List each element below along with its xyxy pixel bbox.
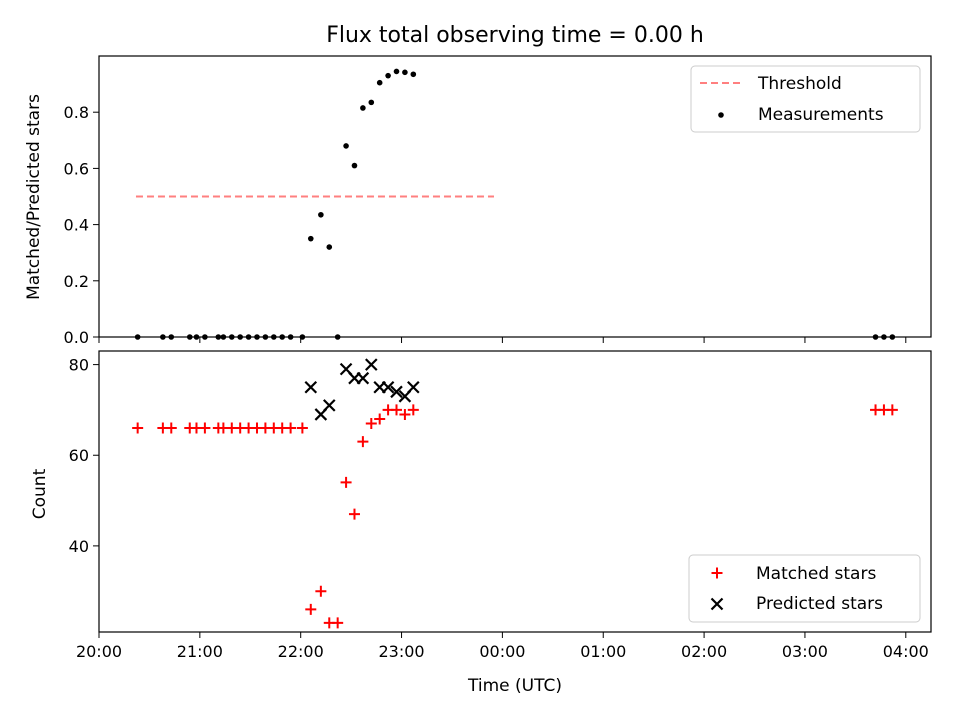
x-tick-label: 03:00: [782, 642, 828, 661]
measurement-point: [186, 334, 193, 340]
matched-star-point: [296, 422, 308, 434]
y-tick-label-top: 0.4: [64, 216, 89, 235]
axes-frame-bottom: [98, 350, 932, 633]
measurement-point: [160, 334, 166, 340]
measurement-point: [134, 334, 141, 340]
x-tick-label: 01:00: [580, 642, 626, 661]
measurement-point: [351, 162, 358, 169]
legend-threshold-label: Threshold: [757, 74, 842, 94]
legend-predicted-label: Predicted stars: [756, 594, 883, 614]
measurement-point: [287, 334, 294, 340]
measurement-point: [393, 68, 400, 75]
legend-box-top: [690, 65, 921, 133]
matched-star-point: [365, 418, 377, 430]
x-tick-label: 20:00: [76, 642, 122, 661]
x-tick-label: 23:00: [378, 642, 424, 661]
predicted-star-point: [365, 358, 378, 371]
predicted-star-point: [304, 380, 318, 394]
measurement-point: [376, 79, 383, 86]
measurement-point: [271, 334, 277, 340]
measurement-point: [881, 334, 887, 340]
measurement-point: [368, 99, 375, 106]
measurement-point: [215, 334, 222, 340]
measurement-point: [245, 334, 252, 340]
x-tick-label: 21:00: [177, 642, 223, 661]
y-tick-label-top: 0.8: [64, 103, 89, 122]
y-tick-label-top: 0.6: [64, 159, 89, 178]
matched-star-point: [407, 404, 419, 416]
matched-star-point: [348, 508, 360, 520]
matched-star-point: [285, 422, 297, 434]
legend-top: Threshold Measurements: [690, 65, 921, 133]
measurement-point: [889, 334, 896, 340]
legend-predicted-swatch: [710, 597, 724, 611]
x-axis-label: Time (UTC): [467, 676, 562, 696]
measurement-point: [334, 334, 341, 340]
bottom-axes: 20:00 21:00 22:00 23:00 00:00 01:00 02:00 03:00…: [69, 350, 932, 661]
measurement-point: [237, 334, 243, 340]
x-tick-label: 04:00: [883, 642, 929, 661]
predicted-star-point: [390, 385, 403, 399]
measurement-point: [262, 334, 269, 340]
measurement-point: [402, 69, 408, 76]
measurement-point: [202, 334, 208, 340]
y-axis-label-top: Matched/Predicted stars: [24, 94, 44, 300]
predicted-star-point: [356, 371, 370, 385]
measurement-point: [220, 334, 227, 340]
matched-star-point: [357, 436, 369, 448]
legend-bottom: Matched stars Predicted stars: [688, 554, 921, 623]
matched-star-point: [340, 476, 352, 488]
matched-star-point: [374, 413, 386, 425]
measurement-point: [299, 334, 306, 340]
y-axis-label-bottom: Count: [30, 468, 50, 519]
x-tick-label: 02:00: [681, 642, 727, 661]
measurement-point: [279, 334, 286, 340]
matched-star-point: [315, 585, 327, 597]
axes-frame-top: [98, 55, 932, 338]
matched-star-point: [199, 422, 211, 434]
y-tick-label-top: 0.2: [64, 272, 89, 291]
legend-matched-swatch: [711, 567, 723, 579]
matched-star-point: [391, 404, 403, 416]
measurement-point: [410, 71, 417, 78]
measurement-point: [343, 143, 349, 149]
y-tick-label-bottom: 80: [69, 356, 89, 375]
measurement-point: [168, 334, 175, 340]
chart-title: Flux total observing time = 0.00 h: [326, 23, 704, 48]
predicted-star-point: [407, 380, 420, 394]
measurement-point: [228, 334, 235, 340]
legend-measurements-label: Measurements: [758, 105, 884, 125]
matched-star-point: [332, 617, 344, 629]
predicted-star-point: [322, 399, 336, 412]
x-tick-label: 00:00: [479, 642, 525, 661]
legend-matched-label: Matched stars: [756, 564, 876, 584]
measurement-point: [193, 334, 200, 340]
matched-star-point: [886, 404, 898, 416]
measurement-point: [385, 72, 391, 79]
measurement-point: [254, 334, 260, 340]
matched-star-point: [165, 422, 177, 434]
measurement-point: [326, 244, 333, 250]
measurement-point: [872, 334, 879, 340]
y-tick-label-bottom: 60: [69, 446, 89, 465]
matched-star-point: [305, 603, 317, 615]
y-tick-label-top: 0.0: [64, 328, 89, 347]
legend-box-bottom: [688, 554, 921, 623]
legend-measurements-swatch: [718, 112, 724, 118]
y-tick-label-bottom: 40: [69, 537, 89, 556]
matched-star-point: [399, 408, 411, 420]
measurement-point: [307, 235, 314, 242]
predicted-star-point: [381, 380, 395, 394]
measurement-point: [360, 105, 366, 111]
top-axes: 0.0 0.2 0.4 0.6 0.8: [64, 55, 932, 347]
measurement-point: [318, 211, 324, 218]
matched-star-point: [132, 422, 144, 434]
x-tick-label: 22:00: [278, 642, 324, 661]
